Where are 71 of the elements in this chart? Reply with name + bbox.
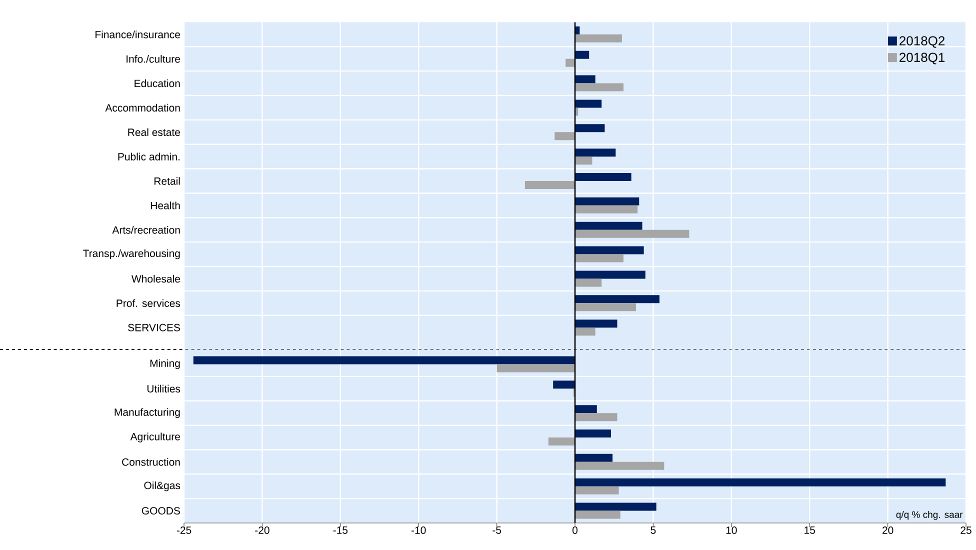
- bar: [575, 173, 632, 181]
- x-tick-label: 5: [650, 526, 656, 534]
- bar: [575, 486, 619, 494]
- bar: [575, 100, 602, 108]
- x-tick-label: 20: [882, 526, 894, 534]
- x-tick-label: -20: [255, 526, 270, 534]
- bar: [575, 462, 664, 470]
- annotation: q/q % chg. saar: [896, 510, 963, 520]
- bar: [575, 502, 656, 511]
- legend-label: 2018Q1: [900, 52, 945, 64]
- bar: [575, 222, 642, 230]
- y-tick-label: Mining: [150, 359, 180, 370]
- y-tick-label: Utilities: [147, 384, 180, 393]
- bar: [524, 181, 576, 189]
- bar: [575, 405, 597, 414]
- bar: [575, 430, 611, 438]
- bar: [575, 478, 946, 486]
- y-tick-label: Health: [150, 202, 180, 210]
- bar: [548, 438, 576, 446]
- bar: [575, 83, 624, 92]
- bar: [575, 454, 613, 462]
- y-tick-label: Finance/insurance: [96, 30, 180, 38]
- bar: [575, 230, 690, 238]
- bar: [575, 295, 660, 304]
- bar: [566, 58, 576, 67]
- bar: [554, 132, 576, 140]
- y-tick-label: Oil&gas: [144, 481, 180, 492]
- y-tick-label: Manufacturing: [114, 408, 180, 418]
- bar: [575, 148, 616, 157]
- x-tick-label: -25: [176, 526, 192, 534]
- x-tick-label: 15: [804, 526, 816, 534]
- y-tick-label: Arts/recreation: [112, 226, 180, 234]
- y-tick-label: Wholesale: [132, 274, 180, 283]
- bar: [575, 270, 646, 279]
- x-tick-label: 10: [726, 526, 737, 534]
- y-tick-label: SERVICES: [128, 324, 180, 332]
- y-tick-label: Retail: [154, 177, 180, 185]
- bar: [575, 510, 620, 519]
- y-tick-label: Real estate: [128, 128, 180, 136]
- bar: [575, 75, 596, 84]
- bar: [575, 124, 605, 132]
- bar: [575, 205, 638, 214]
- bar: [496, 364, 576, 372]
- y-tick-label: Transp./warehousing: [83, 249, 180, 260]
- y-tick-label: Accommodation: [105, 104, 180, 112]
- x-tick-label: -5: [492, 526, 502, 534]
- y-tick-label: Education: [134, 79, 180, 88]
- y-tick-label: Public admin.: [118, 152, 180, 160]
- x-tick-label: 25: [960, 526, 972, 534]
- bar: [575, 413, 618, 422]
- x-tick-label: -15: [333, 526, 348, 534]
- x-tick-label: -10: [411, 526, 426, 534]
- legend-label: 2018Q2: [900, 36, 945, 48]
- bar: [575, 246, 644, 254]
- bar: [575, 303, 636, 312]
- bar: [575, 278, 602, 287]
- x-tick-label: 0: [572, 526, 578, 534]
- bar: [575, 254, 624, 262]
- bar: [575, 320, 618, 328]
- bar: [575, 34, 622, 42]
- bar: [575, 328, 596, 336]
- y-tick-label: Prof. services: [116, 299, 180, 308]
- bar: [553, 380, 576, 389]
- bar: [575, 50, 590, 59]
- y-tick-label: Construction: [122, 458, 180, 466]
- bar: [575, 197, 640, 206]
- y-tick-label: Info./culture: [126, 55, 180, 63]
- bar: [575, 156, 592, 165]
- y-tick-label: Agriculture: [130, 432, 180, 442]
- y-tick-label: GOODS: [142, 507, 180, 515]
- bar: [193, 356, 576, 364]
